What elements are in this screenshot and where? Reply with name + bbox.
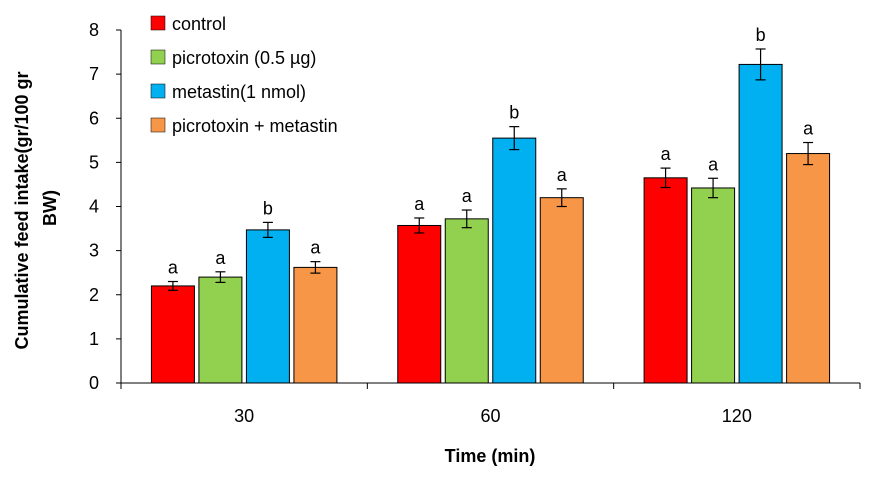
axes-layer: 0 1 2 3 4 5 6 7 8 30 60 120 — [89, 20, 861, 426]
x-tick-label-60: 60 — [480, 406, 500, 426]
legend-label-4: picrotoxin + metastin — [172, 116, 338, 136]
legend-label-1: control — [172, 14, 226, 34]
significance-label-3-30: b — [263, 198, 273, 218]
significance-label-1-30: a — [168, 258, 179, 278]
y-tick-label-2: 2 — [89, 285, 99, 305]
legend-label-3: metastin(1 nmol) — [172, 82, 306, 102]
significance-label-4-120: a — [803, 119, 814, 139]
significance-label-2-60: a — [462, 186, 473, 206]
significance-label-3-120: b — [756, 25, 766, 45]
bar-1-60 — [397, 224, 442, 384]
y-tick-label-3: 3 — [89, 241, 99, 261]
bar-2-120 — [691, 187, 736, 384]
legend-swatch-4 — [150, 117, 166, 133]
significance-label-3-60: b — [509, 103, 519, 123]
bar-4-120 — [786, 153, 831, 384]
y-axis-title-line-2: BW) — [40, 190, 60, 226]
y-tick-label-1: 1 — [89, 329, 99, 349]
significance-label-1-60: a — [414, 194, 425, 214]
significance-label-4-30: a — [310, 238, 321, 258]
bars-layer: a a b a a a b a a a b a — [150, 25, 831, 384]
significance-label-2-30: a — [215, 248, 226, 268]
significance-label-2-120: a — [708, 154, 719, 174]
bar-3-30 — [245, 229, 290, 384]
bar-3-60 — [492, 137, 537, 384]
x-tick-label-120: 120 — [722, 406, 752, 426]
legend: control picrotoxin (0.5 µg) metastin(1 nmo… — [150, 14, 338, 136]
bar-4-30 — [293, 266, 338, 384]
x-tick-label-30: 30 — [234, 406, 254, 426]
significance-label-1-120: a — [661, 144, 672, 164]
bar-1-30 — [150, 285, 195, 384]
y-axis-title: Cumulative feed intake(gr/100 gr BW) — [12, 66, 60, 349]
y-tick-label-5: 5 — [89, 152, 99, 172]
legend-swatch-3 — [150, 83, 166, 99]
legend-label-2: picrotoxin (0.5 µg) — [172, 48, 316, 68]
bar-2-60 — [444, 218, 489, 384]
y-tick-label-4: 4 — [89, 197, 99, 217]
legend-swatch-2 — [150, 49, 166, 65]
y-tick-label-8: 8 — [89, 20, 99, 40]
bar-2-30 — [198, 276, 243, 384]
y-tick-label-0: 0 — [89, 373, 99, 393]
bar-1-120 — [643, 177, 688, 384]
significance-label-4-60: a — [557, 165, 568, 185]
x-axis-title: Time (min) — [445, 446, 536, 466]
bar-3-120 — [738, 63, 783, 384]
y-axis-title-line-1: Cumulative feed intake(gr/100 gr — [12, 71, 32, 349]
bar-4-60 — [539, 197, 584, 384]
y-tick-label-7: 7 — [89, 64, 99, 84]
y-tick-label-6: 6 — [89, 108, 99, 128]
legend-swatch-1 — [150, 15, 166, 31]
